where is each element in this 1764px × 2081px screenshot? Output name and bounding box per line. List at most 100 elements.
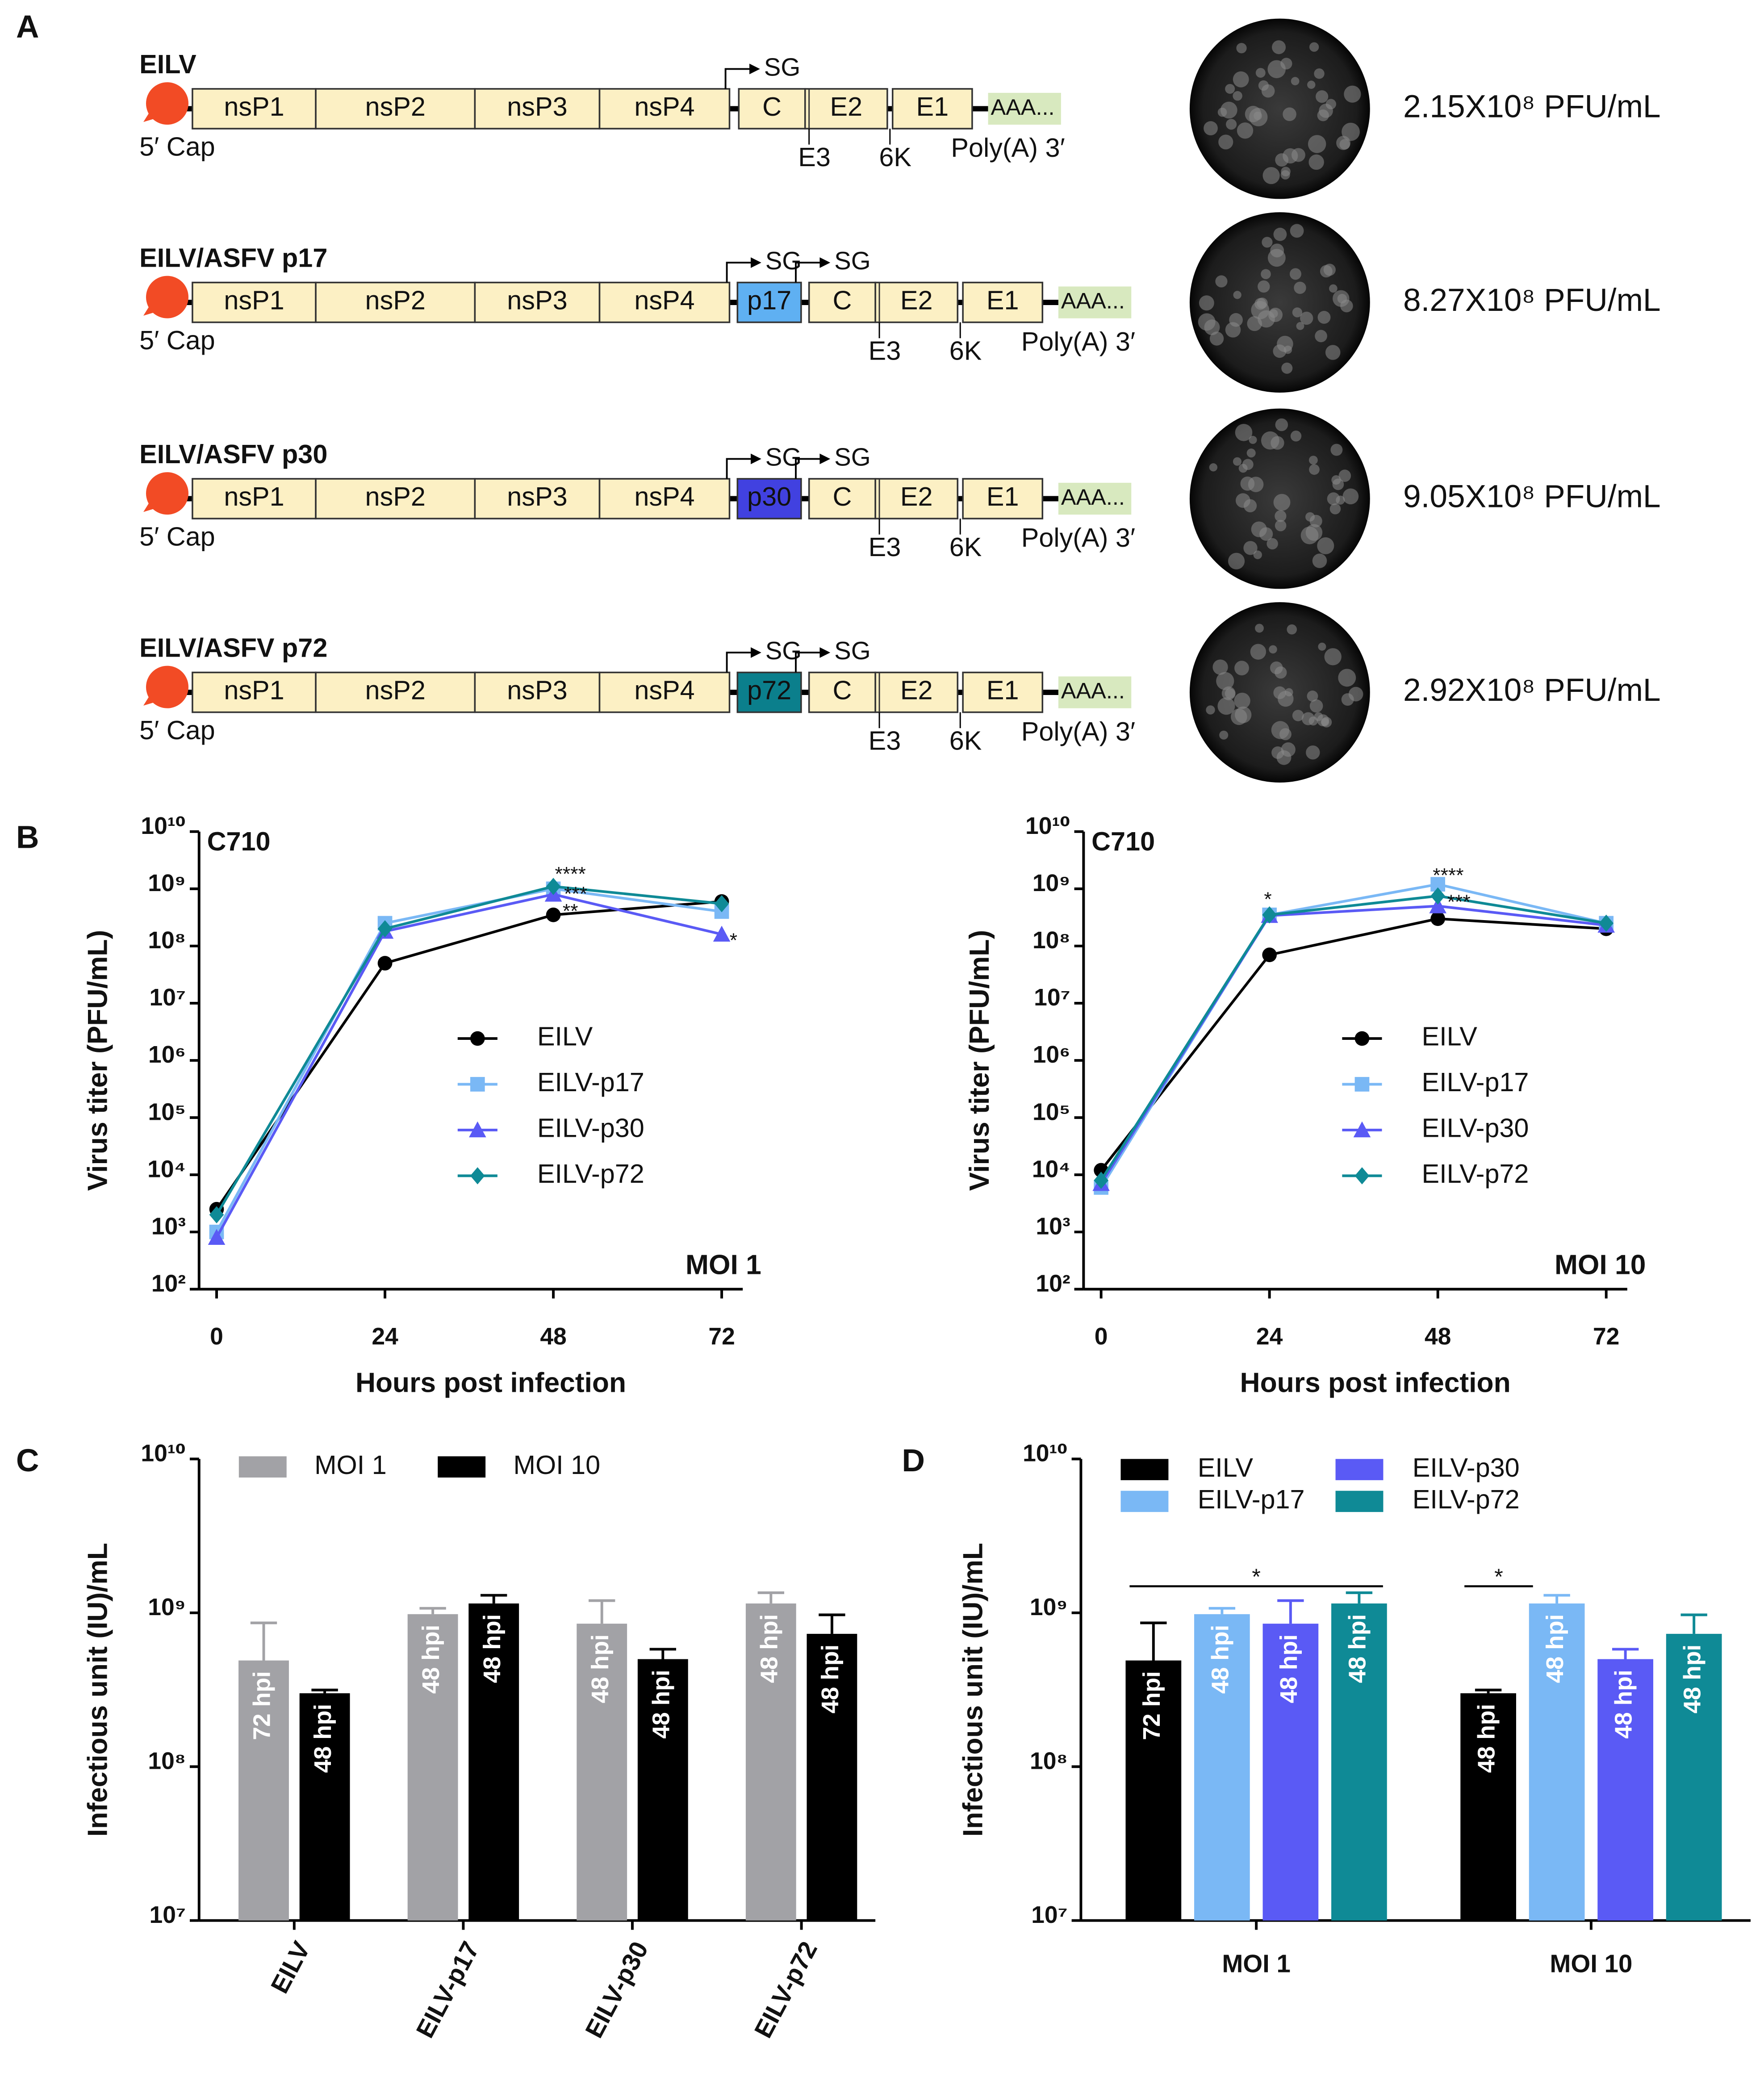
- gene-box: [474, 478, 601, 519]
- gene-label: nsP3: [507, 675, 567, 705]
- construct-name: EILV: [139, 49, 196, 79]
- gene-box: [808, 478, 876, 519]
- y-tick-label: 10⁷: [150, 1902, 186, 1928]
- junction-label: 6K: [879, 142, 911, 172]
- gene-box: [808, 281, 876, 323]
- plaque: [1225, 322, 1241, 338]
- plaque: [1312, 553, 1327, 568]
- sg-arrowhead: [749, 63, 760, 75]
- insert-box: [736, 671, 802, 713]
- legend-swatch: [1120, 1491, 1169, 1512]
- legend-swatch: [1335, 1459, 1384, 1480]
- bar-label: 48 hpi: [418, 1625, 444, 1694]
- plaque: [1291, 77, 1300, 85]
- plaque: [1330, 444, 1343, 456]
- gene-label: nsP2: [365, 285, 426, 315]
- plaque: [1289, 268, 1301, 280]
- plaque: [1245, 105, 1262, 122]
- plaque: [1209, 463, 1218, 472]
- x-axis-label: Hours post infection: [355, 1368, 626, 1398]
- bar-label: 72 hpi: [249, 1671, 276, 1740]
- y-tick-label: 10⁸: [148, 1748, 186, 1774]
- plaque: [1234, 692, 1250, 709]
- plaque: [1204, 319, 1220, 335]
- legend-label: EILV-p17: [1422, 1067, 1529, 1097]
- plaque: [1217, 697, 1235, 715]
- polya-tail: [1058, 482, 1132, 515]
- legend-label: EILV: [1422, 1022, 1478, 1051]
- y-tick-label: 10¹⁰: [1023, 1440, 1068, 1467]
- polya-label: Poly(A) 3′: [951, 133, 1065, 163]
- y-tick-label: 10⁷: [1031, 1902, 1068, 1928]
- plaque: [1336, 495, 1345, 505]
- plaque: [1242, 459, 1254, 470]
- legend-label: EILV-p30: [1413, 1453, 1520, 1482]
- plaque: [1275, 666, 1287, 679]
- y-tick-label: 10²: [151, 1270, 186, 1297]
- plaque: [1280, 170, 1290, 180]
- plaque: [1300, 526, 1319, 544]
- plaque: [1253, 550, 1262, 559]
- plaque: [1225, 84, 1235, 94]
- marker: [377, 956, 393, 971]
- plaque: [1338, 669, 1356, 687]
- insert-label: p72: [747, 675, 791, 705]
- sg-arrow: [795, 652, 823, 673]
- sg-label: SG: [834, 247, 871, 275]
- legend-label: EILV-p30: [1422, 1113, 1529, 1143]
- line: [1100, 917, 1606, 1171]
- gene-box: [874, 671, 959, 713]
- bar: [577, 1624, 627, 1921]
- plaque: [1317, 537, 1334, 554]
- plaque: [1199, 295, 1214, 311]
- plaque: [1243, 499, 1257, 512]
- plaque: [1221, 686, 1236, 700]
- plaque: [1216, 672, 1234, 690]
- plaque: [1342, 488, 1359, 505]
- plaque: [1206, 705, 1215, 715]
- plaque: [1319, 104, 1333, 118]
- corner-label: MOI 1: [686, 1249, 761, 1280]
- plaque: [1292, 710, 1304, 721]
- significance: *: [730, 930, 737, 951]
- gene-label: nsP3: [507, 285, 567, 315]
- marker: [1354, 1031, 1370, 1046]
- legend-label: EILV-p17: [1198, 1484, 1305, 1514]
- plaque: [1317, 310, 1331, 324]
- plaque: [1250, 644, 1267, 660]
- junction-label: E3: [869, 532, 901, 562]
- plaque: [1261, 269, 1271, 279]
- x-tick-label: 0: [210, 1323, 223, 1350]
- gene-box: [474, 281, 601, 323]
- y-tick-label: 10¹⁰: [1025, 813, 1070, 839]
- gene-label: C: [762, 92, 782, 121]
- x-tick-label: 72: [708, 1323, 735, 1350]
- marker: [209, 1206, 224, 1223]
- panel-label: B: [16, 819, 39, 855]
- plaque-dish: [1189, 212, 1370, 393]
- sg-arrowhead: [819, 257, 831, 268]
- sg-label: SG: [834, 636, 871, 665]
- sg-label: SG: [764, 53, 801, 81]
- marker: [546, 878, 561, 895]
- x-tick-label: 48: [540, 1323, 566, 1350]
- bar-label: 48 hpi: [479, 1614, 506, 1683]
- sg-arrow: [726, 652, 753, 673]
- gene-label: C: [832, 482, 852, 511]
- gene-box: [315, 88, 476, 130]
- gene-label: E1: [916, 92, 949, 121]
- y-tick-label: 10⁵: [1032, 1099, 1070, 1125]
- bar: [1331, 1603, 1387, 1921]
- bar-label: 48 hpi: [310, 1704, 336, 1773]
- gene-label: nsP1: [224, 92, 284, 121]
- line: [215, 887, 722, 1233]
- polya-tail-label: AAA...: [1061, 288, 1125, 313]
- gene-box: [598, 478, 731, 519]
- bar: [637, 1659, 688, 1921]
- sg-arrowhead: [751, 257, 761, 268]
- gene-label: nsP1: [224, 675, 284, 705]
- insert-box: [736, 281, 802, 323]
- plaque: [1316, 90, 1329, 103]
- y-axis-label: Virus titer (PFU/mL): [964, 930, 995, 1191]
- plaque: [1315, 330, 1327, 343]
